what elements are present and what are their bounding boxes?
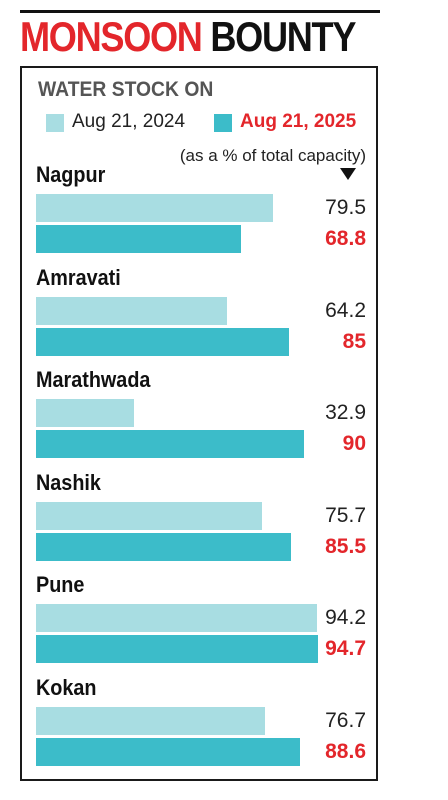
value-label-marathwada-2025: 90 xyxy=(342,432,366,455)
value-label-amravati-2024: 64.2 xyxy=(325,298,366,322)
value-label-pune-2025: 94.7 xyxy=(325,637,366,660)
value-label-nashik-2024: 75.7 xyxy=(325,503,366,527)
value-label-marathwada-2024: 32.9 xyxy=(325,401,366,424)
value-label-nagpur-2025: 68.8 xyxy=(325,227,366,250)
category-label-kokan: Kokan xyxy=(36,674,97,700)
bar-marathwada-2024 xyxy=(36,399,134,427)
legend-swatch-2025 xyxy=(214,114,232,132)
category-label-amravati: Amravati xyxy=(36,264,121,290)
unit-note: (as a % of total capacity) xyxy=(179,146,366,165)
bar-kokan-2024 xyxy=(36,706,265,735)
top-rule xyxy=(20,10,380,13)
value-label-kokan-2024: 76.7 xyxy=(325,708,366,732)
chart-title: MONSOON BOUNTY xyxy=(20,13,356,60)
title-word-monsoon: MONSOON xyxy=(20,13,203,60)
chart-subtitle: WATER STOCK ON xyxy=(38,78,214,101)
bar-amravati-2024 xyxy=(36,296,227,325)
legend-label-2024: Aug 21, 2024 xyxy=(72,111,186,132)
value-label-kokan-2025: 88.6 xyxy=(325,739,366,763)
category-label-nashik: Nashik xyxy=(36,469,101,495)
title-word-bounty: BOUNTY xyxy=(210,13,356,60)
bar-pune-2025 xyxy=(36,635,318,663)
category-label-marathwada: Marathwada xyxy=(36,367,151,392)
value-label-pune-2024: 94.2 xyxy=(325,606,366,629)
bar-nagpur-2024 xyxy=(36,194,273,222)
bar-pune-2024 xyxy=(36,604,317,632)
value-label-nashik-2025: 85.5 xyxy=(325,534,366,558)
value-label-amravati-2025: 85 xyxy=(342,329,366,353)
legend-swatch-2024 xyxy=(46,114,64,132)
legend-label-2025: Aug 21, 2025 xyxy=(240,111,357,132)
bar-nagpur-2025 xyxy=(36,225,241,253)
bar-kokan-2025 xyxy=(36,737,300,766)
chart-frame xyxy=(20,66,378,781)
bar-nashik-2025 xyxy=(36,532,291,561)
category-label-nagpur: Nagpur xyxy=(36,162,106,187)
value-label-nagpur-2024: 79.5 xyxy=(325,196,366,219)
down-arrow-icon xyxy=(340,168,356,180)
category-label-pune: Pune xyxy=(36,572,85,597)
bar-nashik-2024 xyxy=(36,501,262,530)
bar-amravati-2025 xyxy=(36,327,289,356)
bar-marathwada-2025 xyxy=(36,430,304,458)
